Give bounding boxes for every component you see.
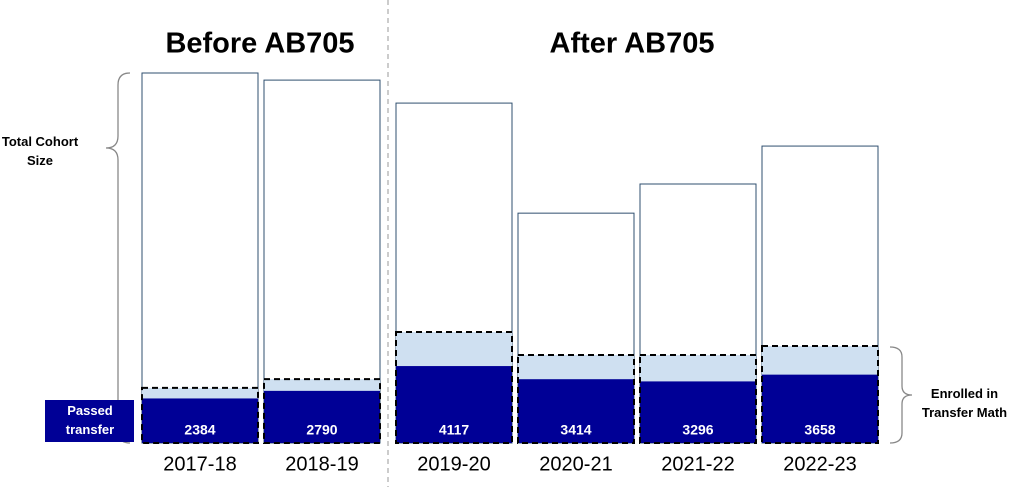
x-tick-label: 2022-23 — [783, 453, 856, 475]
legend-text: Total Cohort Size — [1, 134, 79, 168]
value-label: 3658 — [804, 422, 835, 438]
x-tick-label: 2021-22 — [661, 453, 734, 475]
passed-bar — [762, 374, 878, 443]
legend-swatch — [45, 400, 134, 442]
legend-label: Total Cohort Size — [1, 134, 79, 168]
legend-text: Enrolled in Transfer Math — [921, 386, 1008, 420]
x-tick-label: 2018-19 — [285, 453, 358, 475]
passed-bar — [518, 379, 634, 443]
value-label: 3414 — [560, 422, 591, 438]
period-title: Before AB705 — [165, 28, 354, 60]
enrolled-outline — [639, 353, 757, 445]
total-bar — [141, 72, 259, 444]
period-title: After AB705 — [550, 28, 715, 60]
value-label: 3296 — [682, 422, 713, 438]
enrolled-outline — [141, 386, 259, 445]
legend-label: Passed transfer math: — [65, 403, 115, 443]
brace — [105, 72, 131, 444]
x-tick-label: 2017-18 — [163, 453, 236, 475]
enrolled-outline — [395, 331, 513, 444]
value-label: 2384 — [184, 422, 215, 438]
brace — [889, 346, 913, 444]
enrolled-outline — [761, 345, 879, 444]
passed-bar — [264, 390, 380, 443]
value-label: 2790 — [306, 422, 337, 438]
legend-text: Passed transfer math: — [65, 403, 115, 443]
legend-label: Enrolled in Transfer Math — [921, 386, 1008, 420]
passed-bar — [142, 398, 258, 443]
enrolled-outline — [517, 353, 635, 445]
x-tick-label: 2019-20 — [417, 453, 490, 475]
passed-bar — [396, 366, 512, 443]
passed-bar — [640, 381, 756, 443]
x-tick-label: 2020-21 — [539, 453, 612, 475]
value-label: 4117 — [439, 422, 470, 438]
